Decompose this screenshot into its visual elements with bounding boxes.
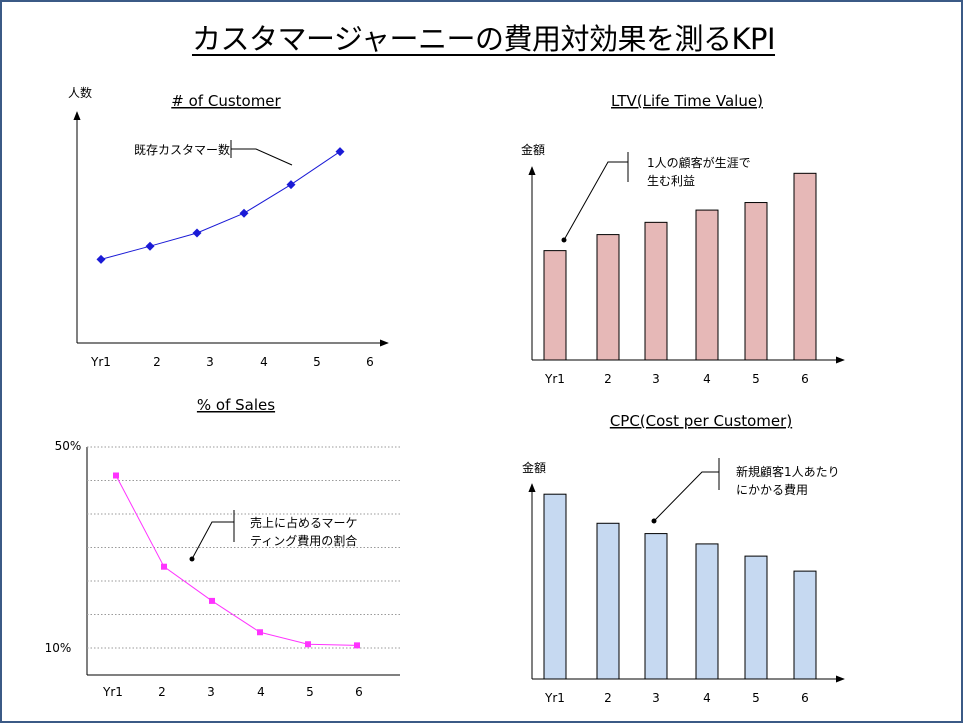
annotation-text: 既存カスタマー数 bbox=[134, 142, 230, 157]
y-axis-label: 金額 bbox=[521, 142, 545, 157]
data-point bbox=[354, 642, 360, 649]
x-tick-label: 3 bbox=[206, 355, 214, 369]
y-tick-label: 10% bbox=[45, 641, 72, 655]
x-tick-label: 6 bbox=[801, 691, 809, 705]
x-tick-label: Yr1 bbox=[102, 685, 123, 699]
chart-title: CPC(Cost per Customer) bbox=[610, 412, 792, 430]
annotation-leader bbox=[191, 521, 234, 560]
annotation-leader bbox=[653, 471, 719, 522]
x-tick-label: 4 bbox=[703, 372, 711, 386]
annotation-dot bbox=[651, 518, 657, 524]
data-point bbox=[96, 254, 106, 264]
bar bbox=[596, 522, 620, 680]
annotation-text: 新規顧客1人あたり bbox=[736, 464, 840, 479]
data-point bbox=[209, 597, 215, 604]
chart-title: # of Customer bbox=[171, 92, 281, 110]
data-point bbox=[335, 147, 345, 157]
annotation-leader bbox=[231, 148, 293, 166]
series-line bbox=[100, 151, 341, 260]
x-tick-label: Yr1 bbox=[90, 355, 111, 369]
x-tick-label: Yr1 bbox=[544, 691, 565, 705]
x-tick-label: 3 bbox=[652, 691, 660, 705]
y-tick-label: 50% bbox=[55, 439, 82, 453]
data-point bbox=[192, 228, 202, 238]
chart-title: LTV(Life Time Value) bbox=[611, 92, 763, 110]
bar bbox=[644, 221, 668, 361]
x-tick-label: 5 bbox=[752, 372, 760, 386]
x-tick-label: 6 bbox=[366, 355, 374, 369]
x-tick-label: 5 bbox=[313, 355, 321, 369]
x-tick-label: 5 bbox=[752, 691, 760, 705]
bar bbox=[543, 493, 567, 680]
x-tick-label: 2 bbox=[153, 355, 161, 369]
bar bbox=[644, 533, 668, 680]
chart-title: % of Sales bbox=[197, 396, 275, 414]
annotation-dot bbox=[189, 556, 195, 562]
x-tick-label: 3 bbox=[652, 372, 660, 386]
data-point bbox=[113, 472, 119, 479]
annotation-text: 生む利益 bbox=[647, 174, 695, 188]
data-point bbox=[145, 241, 155, 251]
series-line bbox=[115, 475, 358, 646]
y-axis-label: 人数 bbox=[68, 85, 92, 100]
annotation-text: 売上に占めるマーケ bbox=[250, 515, 358, 530]
x-tick-label: 3 bbox=[207, 685, 215, 699]
data-point bbox=[161, 563, 167, 570]
bar bbox=[744, 202, 768, 361]
x-tick-label: 4 bbox=[257, 685, 265, 699]
x-tick-label: 2 bbox=[604, 691, 612, 705]
x-tick-label: 4 bbox=[260, 355, 268, 369]
x-tick-label: 6 bbox=[801, 372, 809, 386]
bar bbox=[543, 250, 567, 361]
bar bbox=[596, 234, 620, 361]
bar bbox=[744, 555, 768, 680]
data-point bbox=[286, 180, 296, 190]
bar bbox=[695, 543, 719, 680]
annotation-dot bbox=[561, 237, 567, 243]
x-tick-label: 6 bbox=[355, 685, 363, 699]
x-tick-label: 4 bbox=[703, 691, 711, 705]
annotation-leader bbox=[563, 161, 628, 241]
data-point bbox=[305, 641, 311, 648]
x-tick-label: 2 bbox=[604, 372, 612, 386]
bar bbox=[793, 570, 817, 680]
x-tick-label: 2 bbox=[158, 685, 166, 699]
bar bbox=[695, 209, 719, 361]
x-tick-label: 5 bbox=[306, 685, 314, 699]
page-title: カスタマージャーニーの費用対効果を測るKPI bbox=[191, 22, 776, 56]
data-point bbox=[257, 629, 263, 636]
bar bbox=[793, 172, 817, 361]
annotation-text: にかかる費用 bbox=[736, 482, 808, 497]
x-tick-label: Yr1 bbox=[544, 372, 565, 386]
data-point bbox=[239, 208, 249, 218]
annotation-text: 1人の顧客が生涯で bbox=[647, 155, 751, 170]
y-axis-label: 金額 bbox=[522, 460, 546, 475]
annotation-text: ティング費用の割合 bbox=[250, 533, 357, 548]
